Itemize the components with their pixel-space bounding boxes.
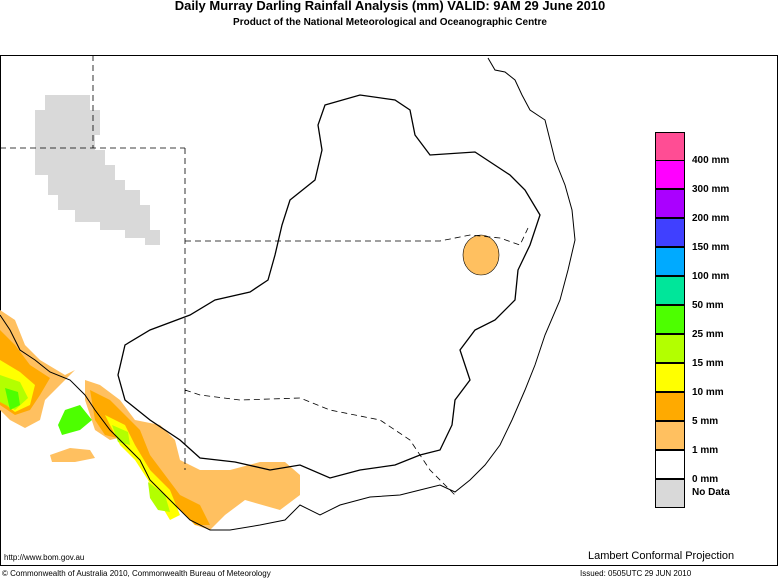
legend-swatch [655,218,685,247]
legend-label: 400 mm [692,155,730,166]
copyright: © Commonwealth of Australia 2010, Common… [2,569,271,578]
rainfall-areas [0,234,500,530]
legend-swatch [655,132,685,161]
legend-label: 0 mm [692,474,719,485]
legend-label: 100 mm [692,271,730,282]
basin-boundary [117,94,541,479]
legend-label: 25 mm [692,329,724,340]
legend-label: 15 mm [692,358,724,369]
projection-label: Lambert Conformal Projection [588,550,735,562]
legend-label: 50 mm [692,300,724,311]
issued-time: Issued: 0505UTC 29 JUN 2010 [580,569,692,578]
state-borders [0,55,529,496]
legend-swatch [655,247,685,276]
legend-swatch [655,276,685,305]
legend-label: 10 mm [692,387,724,398]
legend-swatch [655,189,685,218]
legend-label: 300 mm [692,184,730,195]
source-url[interactable]: http://www.bom.gov.au [4,553,85,562]
legend-swatch [655,421,685,450]
legend-swatch [655,305,685,334]
legend-swatch [655,334,685,363]
legend-label: 150 mm [692,242,730,253]
legend-label: 1 mm [692,445,719,456]
coastline [0,57,576,531]
legend-label: 200 mm [692,213,730,224]
no-data-region [35,95,160,245]
legend-swatch [655,479,685,508]
map-title: Daily Murray Darling Rainfall Analysis (… [174,0,606,13]
legend-swatch [655,392,685,421]
legend-swatch [655,363,685,392]
map-subtitle: Product of the National Meteorological a… [233,17,547,28]
legend-label: 5 mm [692,416,719,427]
legend-swatch [655,160,685,189]
legend-label: No Data [692,487,730,498]
legend-swatch [655,450,685,479]
